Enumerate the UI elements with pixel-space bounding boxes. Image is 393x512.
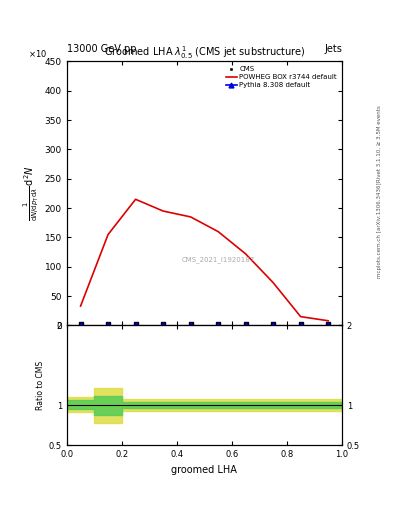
Y-axis label: Ratio to CMS: Ratio to CMS [36, 361, 45, 410]
Text: Jets: Jets [324, 44, 342, 54]
Text: $\times 10$: $\times 10$ [28, 48, 47, 59]
Text: mcplots.cern.ch [arXiv:1306.3436]: mcplots.cern.ch [arXiv:1306.3436] [377, 183, 382, 278]
X-axis label: groomed LHA: groomed LHA [171, 465, 237, 475]
Text: 13000 GeV pp: 13000 GeV pp [67, 44, 136, 54]
Text: Rivet 3.1.10, ≥ 3.5M events: Rivet 3.1.10, ≥ 3.5M events [377, 105, 382, 182]
Title: Groomed LHA $\lambda^{1}_{0.5}$ (CMS jet substructure): Groomed LHA $\lambda^{1}_{0.5}$ (CMS jet… [104, 45, 305, 61]
Text: CMS_2021_I1920187: CMS_2021_I1920187 [182, 256, 255, 263]
Legend: CMS, POWHEG BOX r3744 default, Pythia 8.308 default: CMS, POWHEG BOX r3744 default, Pythia 8.… [225, 65, 338, 90]
Y-axis label: $\frac{1}{\mathrm{d}N/\mathrm{d}p_\mathrm{T}\,\mathrm{d}\lambda}\,\mathrm{d}^2N$: $\frac{1}{\mathrm{d}N/\mathrm{d}p_\mathr… [21, 165, 40, 221]
